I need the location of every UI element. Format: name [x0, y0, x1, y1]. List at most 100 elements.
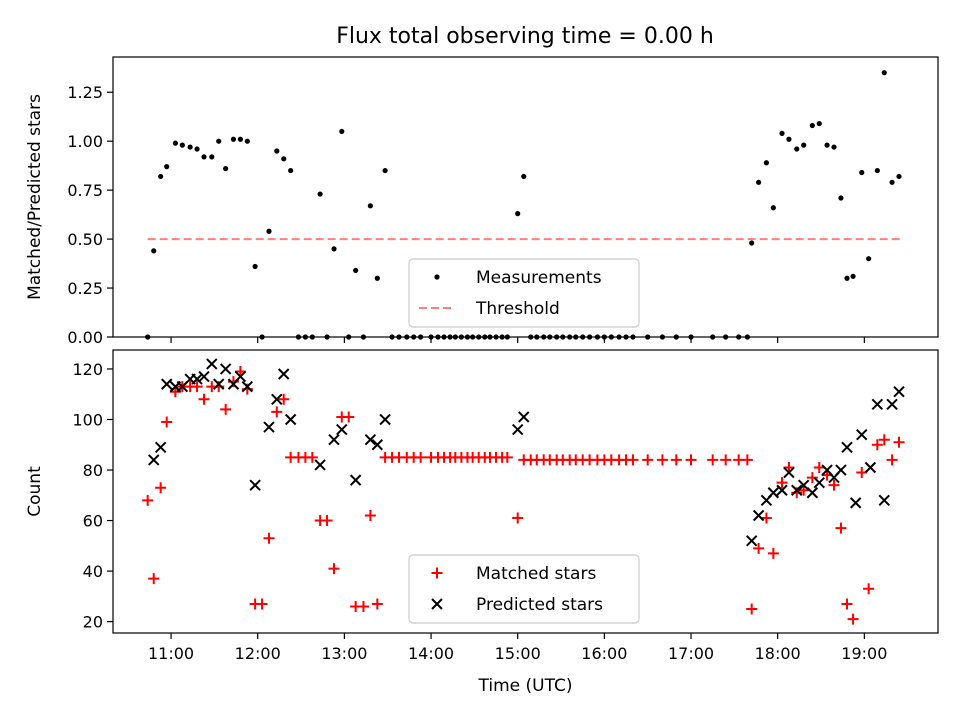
- predicted-point: [234, 370, 247, 383]
- predicted-point: [813, 476, 825, 489]
- measurement-point: [850, 273, 856, 279]
- measurement-point: [223, 166, 229, 172]
- predicted-point: [791, 484, 803, 496]
- predicted-point: [148, 454, 160, 466]
- predicted-point: [336, 423, 348, 436]
- matched-point: [271, 406, 283, 418]
- measurement-point: [179, 142, 185, 148]
- measurement-point: [866, 256, 872, 262]
- matched-point: [357, 600, 369, 612]
- matched-point: [806, 472, 818, 484]
- measurement-point: [151, 248, 157, 254]
- measurement-point: [749, 240, 755, 246]
- predicted-point: [191, 373, 203, 385]
- y-tick-label: 80: [83, 461, 103, 480]
- ratio-panel: 0.00 0.25 0.50 0.75 1.00 1.25 Matched/Predicte…: [25, 56, 939, 347]
- legend-label: Predicted stars: [476, 595, 603, 615]
- matched-point: [670, 454, 682, 466]
- predicted-point: [878, 494, 890, 507]
- measurement-point: [216, 138, 222, 144]
- x-axis-label: Time (UTC): [478, 676, 573, 696]
- matched-point: [753, 542, 765, 554]
- matched-point: [760, 512, 772, 524]
- matched-point: [878, 434, 890, 446]
- measurement-point: [770, 205, 776, 211]
- figure-title: Flux total observing time = 0.00 h: [336, 24, 714, 49]
- matched-point: [278, 393, 290, 405]
- predicted-point: [518, 411, 530, 423]
- matched-point: [886, 454, 898, 466]
- measurement-point: [859, 169, 865, 176]
- series-matched-stars: [142, 365, 905, 625]
- measurement-point: [786, 136, 792, 142]
- predicted-point: [776, 484, 788, 496]
- predicted-point: [856, 428, 868, 441]
- measurement-point: [382, 167, 388, 174]
- measurement-point: [763, 160, 770, 166]
- matched-point: [161, 416, 173, 428]
- measurement-point: [266, 228, 272, 234]
- predicted-point: [767, 487, 780, 499]
- matched-point: [328, 563, 340, 575]
- predicted-point: [379, 413, 391, 426]
- measurement-point: [252, 263, 258, 270]
- legend: Measurements Threshold: [408, 258, 640, 328]
- predicted-point: [161, 378, 173, 390]
- measurement-point: [353, 267, 359, 274]
- predicted-point: [271, 393, 283, 405]
- predicted-point: [783, 466, 795, 479]
- matched-point: [321, 515, 333, 527]
- measurement-point: [838, 195, 844, 201]
- measurement-point: [794, 146, 800, 152]
- measurement-point: [515, 211, 521, 217]
- matched-point: [263, 532, 275, 544]
- y-axis-label: Matched/Predicted stars: [25, 94, 45, 300]
- x-tick-label: 15:00: [495, 644, 541, 663]
- x-tick-label: 18:00: [755, 644, 801, 663]
- predicted-point: [284, 413, 297, 426]
- matched-point: [813, 461, 825, 473]
- matched-point: [856, 467, 868, 479]
- x-tick-label: 17:00: [668, 644, 714, 663]
- matched-point: [415, 451, 427, 463]
- measurement-point: [230, 136, 237, 142]
- measurement-point: [374, 275, 380, 281]
- matched-point: [512, 512, 524, 524]
- measurement-point: [874, 167, 880, 174]
- y-tick-label: 20: [83, 613, 103, 632]
- legend-swatch: [434, 274, 440, 280]
- predicted-point: [249, 479, 261, 491]
- measurement-point: [367, 203, 373, 209]
- measurement-point: [521, 173, 527, 180]
- count-panel: 20 40 60 80 100 120 11:00 12:00 13:00 14:00 15:00 1…: [25, 349, 939, 696]
- predicted-point: [328, 433, 340, 446]
- measurement-point: [339, 128, 345, 135]
- predicted-point: [511, 423, 524, 436]
- predicted-point: [864, 461, 877, 474]
- matched-point: [835, 522, 847, 534]
- y-tick-label: 0.00: [67, 328, 103, 347]
- matched-point: [155, 482, 167, 494]
- predicted-point: [154, 441, 167, 453]
- measurement-point: [237, 136, 243, 142]
- predicted-point: [893, 385, 905, 398]
- measurement-point: [881, 70, 887, 76]
- matched-point: [501, 451, 513, 463]
- measurement-point: [331, 246, 337, 252]
- measurement-point: [187, 144, 193, 150]
- predicted-point: [835, 464, 847, 476]
- predicted-point: [206, 358, 218, 370]
- x-tick-label: 19:00: [841, 644, 887, 663]
- matched-point: [841, 598, 853, 610]
- matched-point: [863, 583, 875, 595]
- predicted-point: [849, 497, 862, 509]
- y-tick-label: 40: [83, 562, 103, 581]
- matched-point: [656, 454, 668, 466]
- matched-point: [707, 454, 719, 466]
- matched-point: [256, 598, 268, 610]
- legend-label: Threshold: [475, 299, 560, 319]
- y-tick-label: 60: [83, 512, 103, 531]
- measurement-point: [164, 164, 170, 170]
- predicted-point: [241, 380, 254, 393]
- measurement-point: [274, 148, 280, 154]
